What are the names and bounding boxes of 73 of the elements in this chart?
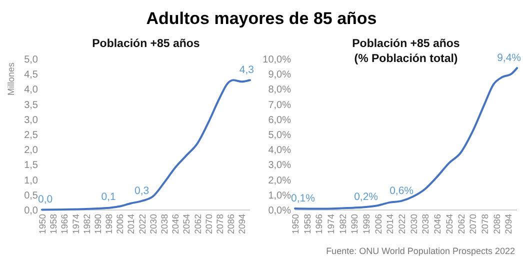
x-tick-label: 1998 xyxy=(104,214,114,234)
chart-title: Adultos mayores de 85 años xyxy=(146,9,377,28)
x-tick-label: 1950 xyxy=(38,214,48,234)
x-tick-label: 2094 xyxy=(504,214,514,234)
y-tick-label: 4,0 xyxy=(24,84,38,96)
x-tick-label: 2062 xyxy=(192,214,203,234)
x-tick-label: 1966 xyxy=(60,214,70,234)
y-tick-label: 2,5 xyxy=(24,130,38,141)
x-tick-label: 2078 xyxy=(214,214,225,234)
x-tick-label: 2030 xyxy=(408,214,419,234)
y-tick-label: 5,0% xyxy=(268,130,292,141)
x-tick-label: 1982 xyxy=(82,214,92,234)
x-tick-label: 2006 xyxy=(115,214,126,234)
x-tick-label: 2054 xyxy=(182,214,192,234)
y-tick-label: 0,5 xyxy=(24,190,38,202)
y-tick-label: 3,5 xyxy=(24,100,38,111)
y-tick-label: 8,0% xyxy=(268,84,292,96)
x-tick-label: 1958 xyxy=(302,214,312,234)
chart-subtitle: Población +85 años xyxy=(92,38,200,50)
y-axis-title: Millones xyxy=(6,62,16,96)
annotation: 4,3 xyxy=(239,64,254,76)
y-tick-label: 1,0 xyxy=(24,175,38,186)
x-tick-label: 1974 xyxy=(70,214,81,234)
x-tick-label: 2038 xyxy=(160,214,170,234)
y-tick-label: 3,0% xyxy=(268,160,292,172)
annotation: 0,2% xyxy=(354,190,378,203)
y-tick-label: 10,0% xyxy=(262,54,292,66)
x-tick-label: 1982 xyxy=(338,214,348,234)
x-tick-label: 1990 xyxy=(92,214,103,234)
annotation: 0,6% xyxy=(390,184,414,197)
x-tick-label: 2014 xyxy=(126,214,136,234)
x-tick-label: 2054 xyxy=(444,214,454,234)
x-tick-label: 1950 xyxy=(290,214,300,234)
annotation: 0,1% xyxy=(291,192,315,204)
x-tick-label: 2022 xyxy=(397,214,408,234)
x-tick-label: 2070 xyxy=(204,214,214,234)
y-tick-label: 3,0 xyxy=(24,114,38,126)
y-tick-label: 2,0 xyxy=(24,145,38,156)
x-tick-label: 2022 xyxy=(137,214,148,234)
x-tick-label: 2046 xyxy=(432,214,443,234)
x-tick-label: 2006 xyxy=(373,214,384,234)
x-tick-label: 2094 xyxy=(237,214,248,234)
annotation: 0,3 xyxy=(134,184,150,197)
x-tick-label: 1958 xyxy=(48,214,59,234)
x-tick-label: 1974 xyxy=(326,214,336,234)
x-tick-label: 2046 xyxy=(170,214,181,234)
x-tick-label: 2078 xyxy=(480,214,490,234)
x-tick-label: 1990 xyxy=(350,214,360,234)
x-tick-label: 2062 xyxy=(456,214,466,234)
y-tick-label: 1,0% xyxy=(268,190,292,202)
y-tick-label: 5,0 xyxy=(24,54,38,66)
x-tick-label: 2086 xyxy=(492,214,502,234)
annotation: 0,1 xyxy=(101,190,116,203)
x-tick-label: 1998 xyxy=(362,214,372,234)
y-tick-label: 4,0% xyxy=(268,145,292,156)
y-tick-label: 0,0% xyxy=(268,206,292,216)
y-tick-label: 1,5 xyxy=(24,160,38,172)
x-tick-label: 2014 xyxy=(385,214,396,234)
x-tick-label: 2030 xyxy=(148,214,158,234)
annotation: 0,0 xyxy=(38,194,53,206)
y-tick-label: 9,0% xyxy=(268,70,292,81)
x-tick-label: 2038 xyxy=(420,214,431,234)
y-tick-label: 2,0% xyxy=(268,175,292,186)
y-tick-label: 7,0% xyxy=(268,100,292,111)
y-tick-label: 0,0 xyxy=(24,206,38,216)
x-tick-label: 2086 xyxy=(226,214,236,234)
y-tick-label: 6,0% xyxy=(268,114,292,126)
y-tick-label: 4,5 xyxy=(24,70,38,81)
chart-title: Población +85 años (% Población total) xyxy=(352,38,460,65)
annotation: 9,4% xyxy=(497,52,521,64)
x-tick-label: 2070 xyxy=(468,214,478,234)
source-note: Fuente: ONU World Population Prospects 2022 xyxy=(326,246,515,256)
x-tick-label: 1966 xyxy=(314,214,324,234)
